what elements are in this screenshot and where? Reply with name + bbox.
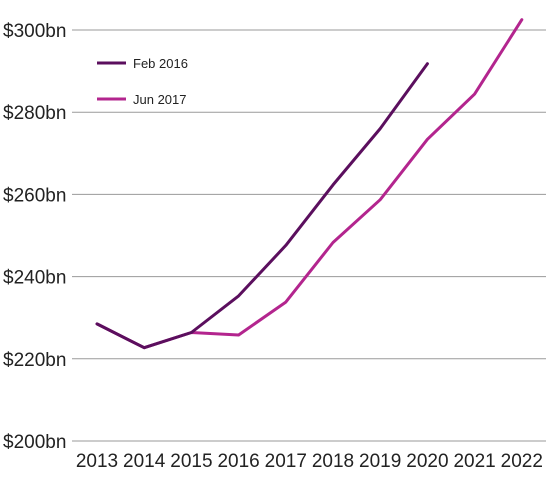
legend-label-feb-2016: Feb 2016 — [133, 56, 188, 71]
x-tick-label: 2014 — [123, 451, 166, 472]
series-line-feb-2016 — [95, 62, 429, 350]
y-tick-label: $200bn — [3, 432, 66, 453]
x-tick-label: 2018 — [312, 451, 354, 472]
x-tick-label: 2022 — [501, 451, 543, 472]
legend-label-jun-2017: Jun 2017 — [133, 92, 187, 107]
x-tick-label: 2013 — [76, 451, 118, 472]
x-tick-label: 2016 — [217, 451, 259, 472]
y-tick-label: $240bn — [3, 268, 66, 289]
y-tick-label: $280bn — [3, 103, 66, 124]
y-axis-tick-labels: $200bn $220bn $240bn $260bn $280bn $300bn — [3, 21, 66, 453]
series-lines — [95, 18, 524, 350]
x-tick-label: 2021 — [453, 451, 495, 472]
x-tick-label: 2017 — [265, 451, 307, 472]
legend: Feb 2016 Jun 2017 — [97, 56, 188, 107]
y-tick-label: $260bn — [3, 185, 66, 206]
y-tick-label: $220bn — [3, 350, 66, 371]
y-tick-label: $300bn — [3, 21, 66, 42]
x-tick-label: 2020 — [406, 451, 448, 472]
x-tick-label: 2015 — [170, 451, 212, 472]
x-tick-label: 2019 — [359, 451, 401, 472]
grid-lines — [72, 29, 546, 442]
x-axis-tick-labels: 2013 2014 2015 2016 2017 2018 2019 2020 2021 2022 — [76, 451, 543, 472]
